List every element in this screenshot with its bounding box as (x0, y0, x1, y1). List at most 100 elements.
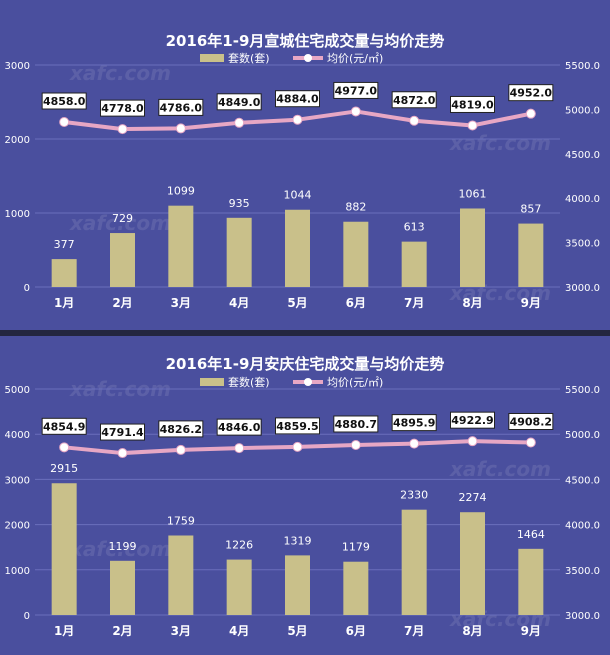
price-point (525, 437, 536, 448)
price-point (234, 117, 245, 128)
y2-axis-tick-label: 3000.0 (565, 611, 600, 622)
bar (401, 241, 427, 287)
chart-title: 2016年1-9月宣城住宅成交量与均价走势 (166, 32, 445, 50)
price-label-box (275, 90, 320, 108)
y2-axis-tick-label: 3500.0 (565, 566, 600, 577)
bar (343, 561, 369, 615)
price-value-label: 4826.2 (160, 423, 202, 436)
price-label-box (508, 412, 554, 430)
y-axis-tick-label: 1000 (5, 566, 30, 577)
y-axis-tick-label: 1000 (5, 209, 30, 220)
x-axis-tick-label: 6月 (346, 296, 366, 310)
bar (51, 483, 77, 615)
price-label-box (450, 411, 495, 429)
y2-axis-tick-label: 4500.0 (565, 150, 600, 161)
x-axis-tick-label: 6月 (346, 624, 366, 638)
y2-axis-tick-label: 5500.0 (565, 385, 600, 396)
watermark-text: xafc.com (69, 537, 171, 561)
price-point (175, 444, 186, 455)
price-label-box (333, 81, 379, 99)
y-axis-tick-label: 4000 (5, 430, 30, 441)
bar-value-label: 2915 (50, 462, 78, 475)
y2-axis-tick-label: 3500.0 (565, 239, 600, 250)
y2-axis-tick-label: 4000.0 (565, 521, 600, 532)
price-value-label: 4908.2 (510, 415, 552, 428)
price-point (175, 123, 186, 134)
price-point (117, 124, 128, 135)
chart-title: 2016年1-9月安庆住宅成交量与均价走势 (166, 355, 445, 373)
bar (110, 233, 135, 287)
price-value-label: 4922.9 (451, 414, 493, 427)
y2-axis-tick-label: 5000.0 (565, 105, 600, 116)
price-point (117, 448, 128, 459)
x-axis-tick-label: 7月 (404, 296, 424, 310)
y-axis-tick-label: 5000 (5, 385, 30, 396)
price-point (350, 106, 361, 117)
price-point (409, 115, 420, 126)
legend-swatch-bar (200, 54, 224, 62)
price-point (409, 438, 420, 449)
chart-xuancheng: xafc.comxafc.comxafc.comxafc.com01000200… (5, 32, 600, 310)
bar (401, 509, 427, 615)
bar-value-label: 935 (229, 197, 250, 210)
x-axis-tick-label: 3月 (171, 624, 191, 638)
price-point (292, 441, 303, 452)
price-point (350, 439, 361, 450)
x-axis-tick-label: 3月 (171, 296, 191, 310)
legend-marker (304, 378, 312, 386)
y-axis-tick-label: 3000 (5, 61, 30, 72)
price-value-label: 4786.0 (160, 101, 203, 114)
bar (460, 208, 485, 287)
price-value-label: 4846.0 (218, 421, 261, 434)
price-label-box (391, 414, 437, 432)
bar (51, 259, 77, 287)
price-label-box (41, 92, 87, 110)
legend-label-bar: 套数(套) (228, 52, 270, 65)
watermark-text: xafc.com (449, 131, 551, 155)
x-axis-tick-label: 7月 (404, 624, 424, 638)
price-point (292, 114, 303, 125)
x-axis-tick-label: 4月 (229, 624, 249, 638)
price-label-box (391, 91, 437, 109)
y2-axis-tick-label: 5000.0 (565, 430, 600, 441)
bar-value-label: 1179 (342, 541, 370, 554)
price-point (467, 120, 478, 131)
x-axis-tick-label: 5月 (287, 624, 307, 638)
price-label-box (275, 417, 320, 435)
bar (285, 555, 310, 615)
y-axis-tick-label: 3000 (5, 475, 30, 486)
x-axis-tick-label: 2月 (112, 624, 132, 638)
x-axis-tick-label: 1月 (54, 624, 74, 638)
price-point (467, 436, 478, 447)
price-label-box (158, 98, 204, 116)
bar-value-label: 2274 (459, 491, 487, 504)
bar (226, 217, 252, 287)
price-label-box (450, 95, 495, 113)
legend-label-bar: 套数(套) (228, 376, 270, 389)
price-label-box (508, 84, 554, 102)
bar-value-label: 857 (520, 203, 541, 216)
legend-label-line: 均价(元/㎡) (327, 52, 383, 65)
x-axis-tick-label: 1月 (54, 296, 74, 310)
bar-value-label: 1464 (517, 528, 545, 541)
y-axis-tick-label: 2000 (5, 135, 30, 146)
bar (226, 559, 252, 615)
y2-axis-tick-label: 4000.0 (565, 194, 600, 205)
price-point (234, 443, 245, 454)
legend-swatch-bar (200, 378, 224, 386)
price-value-label: 4778.0 (101, 102, 144, 115)
bar (460, 512, 485, 615)
bar-value-label: 1099 (167, 185, 195, 198)
x-axis-tick-label: 5月 (287, 296, 307, 310)
y2-axis-tick-label: 4500.0 (565, 475, 600, 486)
bar-value-label: 882 (345, 201, 366, 214)
price-label-box (100, 423, 145, 441)
bar-value-label: 1199 (109, 540, 137, 553)
y2-axis-tick-label: 5500.0 (565, 61, 600, 72)
bar-value-label: 1226 (225, 539, 253, 552)
bar-value-label: 1319 (284, 534, 312, 547)
price-label-box (216, 93, 262, 111)
price-label-box (333, 415, 379, 433)
x-axis-tick-label: 9月 (521, 296, 541, 310)
